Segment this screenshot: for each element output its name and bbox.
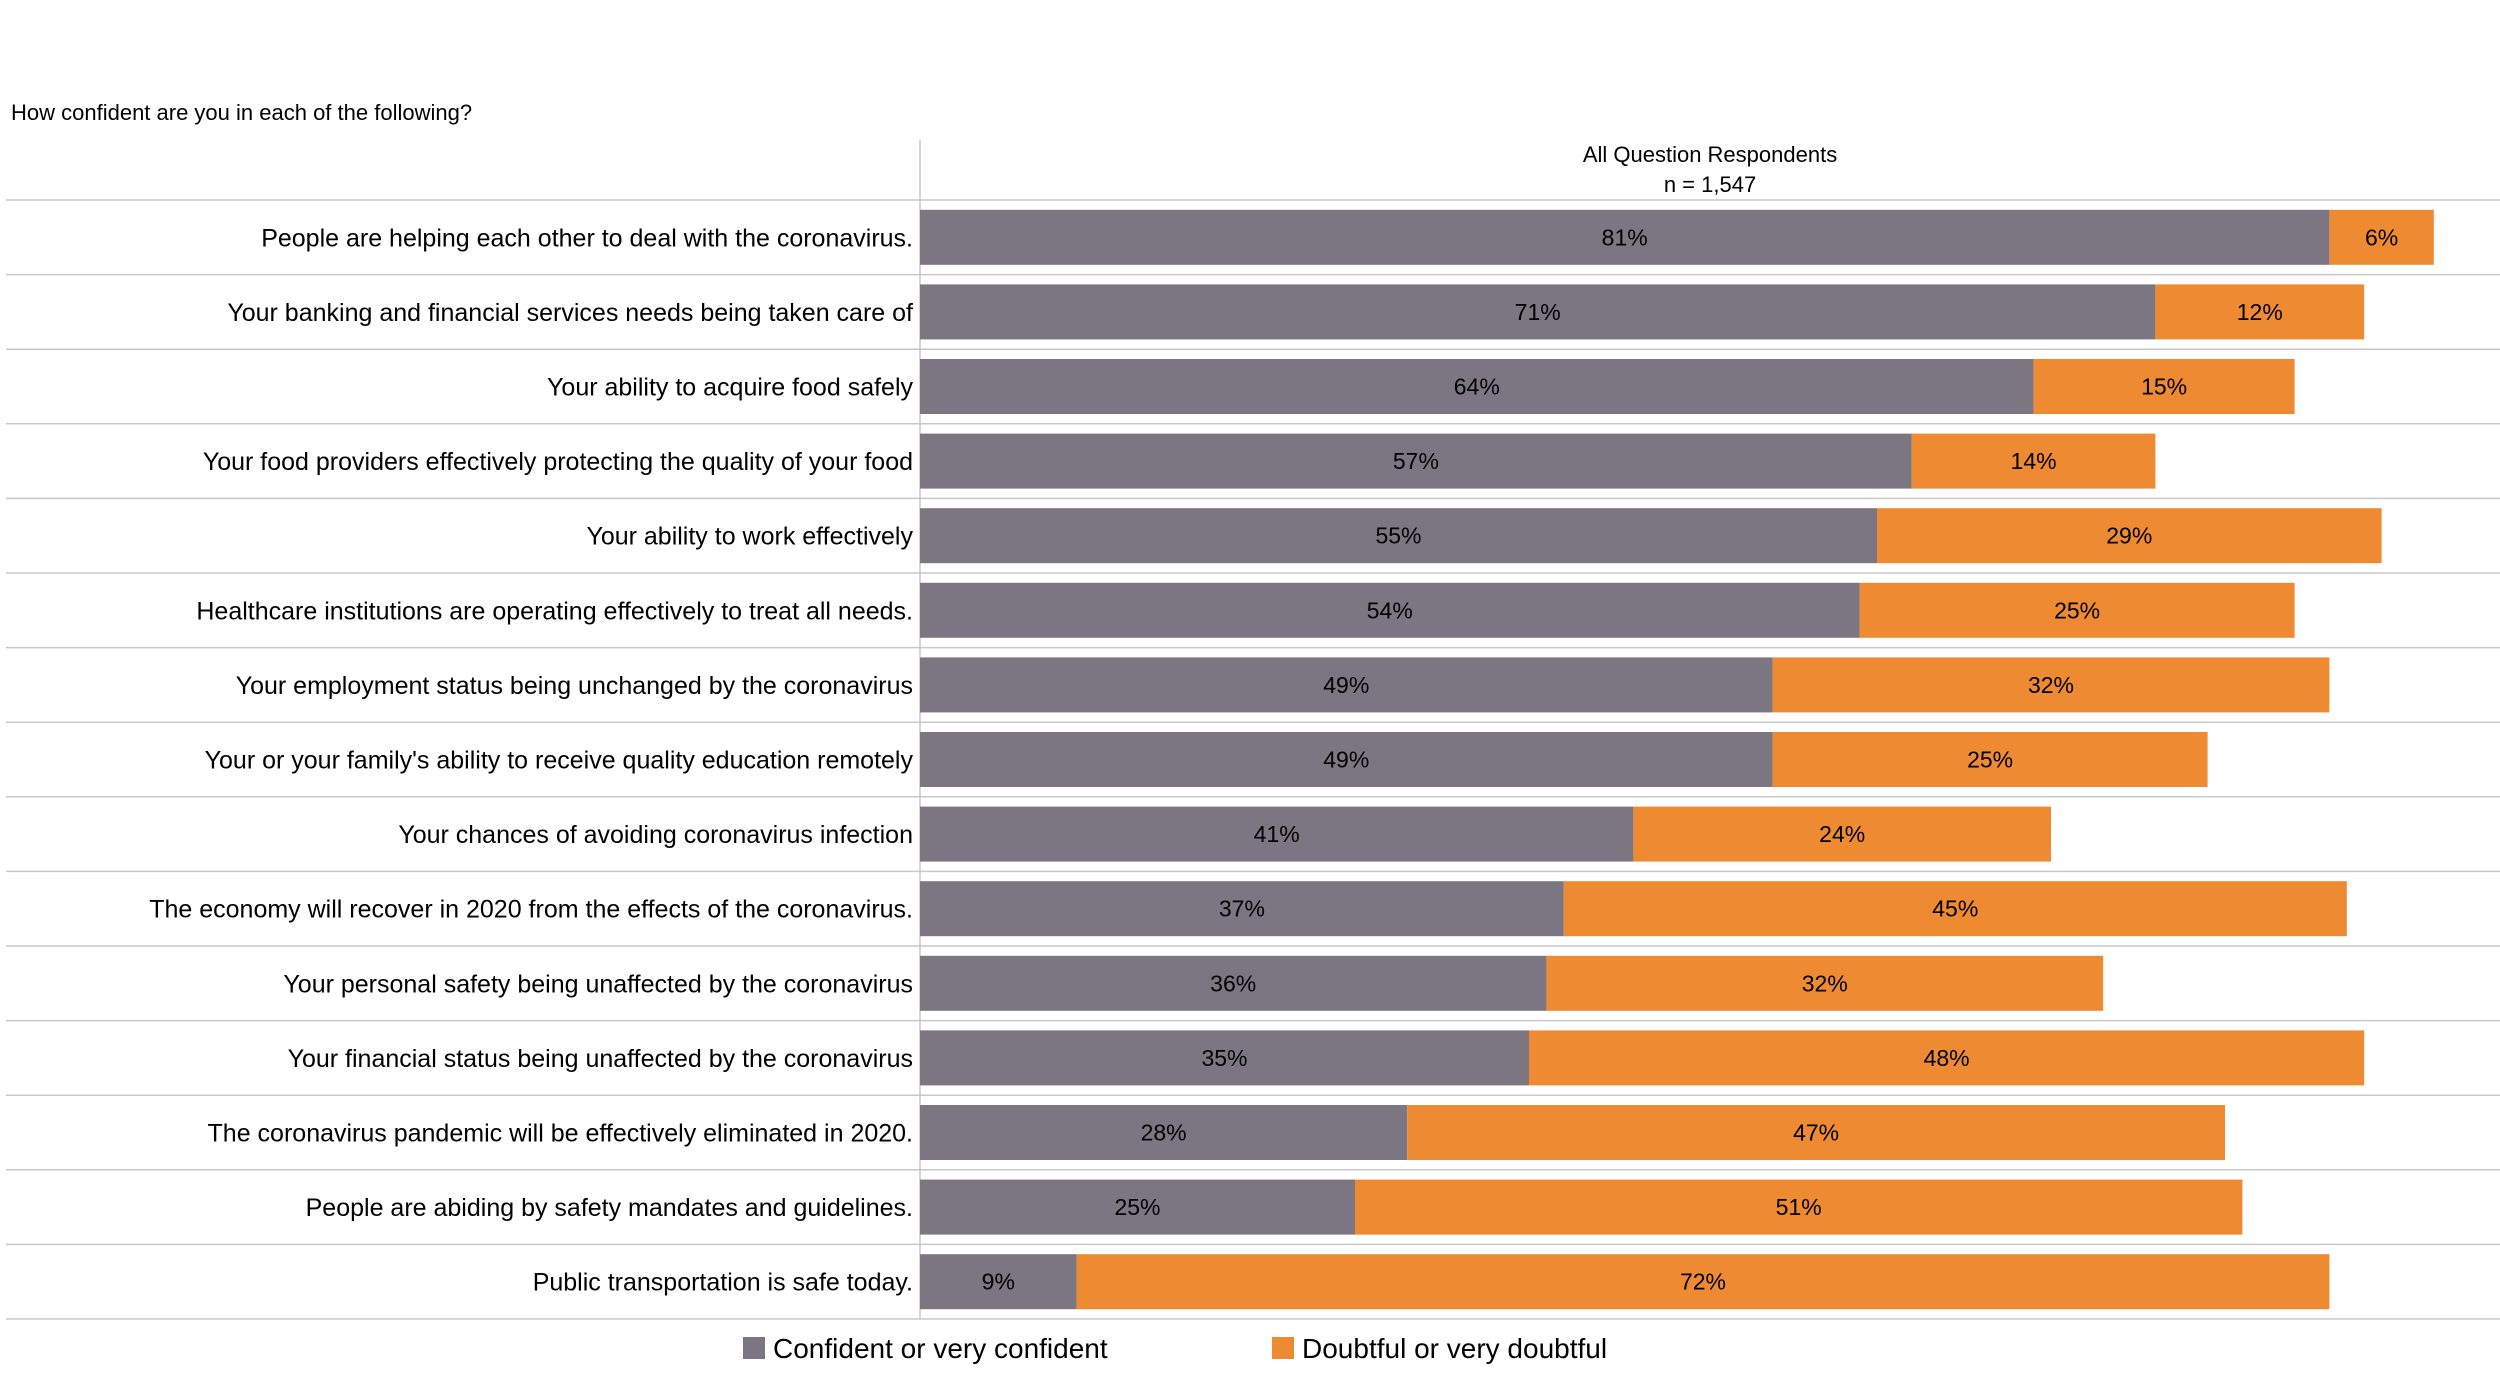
bar-confident [920,806,1634,862]
bar-confident [920,582,1860,638]
bar-confident [920,1254,1077,1310]
bar-doubtful [1546,955,2104,1011]
bar-confident [920,209,2330,265]
legend-swatch-doubtful [1272,1337,1294,1359]
bar-value-label: 57% [1393,448,1439,474]
bar-value-label: 36% [1210,970,1256,996]
category-label: Your food providers effectively protecti… [203,448,913,476]
category-label: People are helping each other to deal wi… [261,224,913,252]
bar-value-label: 81% [1602,224,1648,250]
bar-confident [920,881,1564,937]
bar-value-label: 14% [2011,448,2057,474]
bar-value-label: 51% [1776,1194,1822,1220]
bar-value-label: 71% [1515,299,1561,325]
bar-value-label: 41% [1254,821,1300,847]
bar-value-label: 49% [1323,672,1369,698]
bar-value-label: 48% [1924,1045,1970,1071]
bar-doubtful [2033,359,2295,414]
bar-doubtful [1355,1179,2243,1235]
category-label: Your ability to acquire food safely [547,374,913,402]
bar-doubtful [1911,433,2156,489]
category-label: Your ability to work effectively [586,523,913,551]
bar-doubtful [1633,806,2051,862]
bar-value-label: 35% [1201,1045,1247,1071]
bar-value-label: 32% [2028,672,2074,698]
legend-swatch-confident [743,1337,765,1359]
bar-value-label: 24% [1819,821,1865,847]
bar-value-label: 12% [2237,299,2283,325]
bar-doubtful [1859,582,2295,638]
header-title: All Question Respondents [1583,142,1837,167]
category-label: Your financial status being unaffected b… [288,1045,913,1073]
question-title: How confident are you in each of the fol… [11,100,473,125]
legend-label-doubtful: Doubtful or very doubtful [1302,1333,1607,1364]
bar-value-label: 55% [1375,523,1421,549]
category-label: People are abiding by safety mandates an… [306,1194,913,1222]
bar-confident [920,732,1773,787]
category-label: The coronavirus pandemic will be effecti… [208,1120,913,1148]
bar-value-label: 72% [1680,1269,1726,1295]
bar-value-label: 49% [1323,747,1369,773]
bar-doubtful [1076,1254,2330,1310]
bar-value-label: 25% [2054,597,2100,623]
bar-value-label: 64% [1454,374,1500,400]
bar-doubtful [2329,209,2434,265]
bar-confident [920,657,1773,713]
bar-value-label: 25% [1114,1194,1160,1220]
bar-value-label: 45% [1932,896,1978,922]
bar-value-label: 37% [1219,896,1265,922]
bar-doubtful [1877,508,2382,564]
bar-value-label: 6% [2365,224,2398,250]
bar-confident [920,1030,1529,1086]
bar-doubtful [1529,1030,2365,1086]
category-label: Your chances of avoiding coronavirus inf… [398,821,913,849]
bar-doubtful [1772,732,2208,787]
bar-confident [920,433,1912,489]
bar-doubtful [1563,881,2347,937]
bar-value-label: 32% [1802,970,1848,996]
bar-confident [920,1179,1355,1235]
bar-confident [920,359,2034,414]
bar-doubtful [2155,284,2365,340]
category-label: Your banking and financial services need… [227,299,913,327]
bar-confident [920,1105,1408,1160]
category-label: Public transportation is safe today. [533,1269,913,1297]
bar-value-label: 15% [2141,374,2187,400]
bar-value-label: 47% [1793,1120,1839,1146]
bar-value-label: 25% [1967,747,2013,773]
bar-doubtful [1407,1105,2225,1160]
bar-value-label: 28% [1141,1120,1187,1146]
bar-value-label: 9% [982,1269,1015,1295]
bar-value-label: 54% [1367,597,1413,623]
category-label: Your employment status being unchanged b… [236,672,913,700]
bar-confident [920,508,1877,564]
category-label: The economy will recover in 2020 from th… [149,896,913,924]
category-label: Your or your family's ability to receive… [205,747,914,775]
category-label: Healthcare institutions are operating ef… [196,597,913,625]
category-label: Your personal safety being unaffected by… [283,970,913,998]
bar-value-label: 29% [2106,523,2152,549]
header-subtitle: n = 1,547 [1664,172,1756,197]
bar-doubtful [1772,657,2330,713]
bar-confident [920,955,1547,1011]
legend-label-confident: Confident or very confident [773,1333,1108,1364]
bar-confident [920,284,2156,340]
